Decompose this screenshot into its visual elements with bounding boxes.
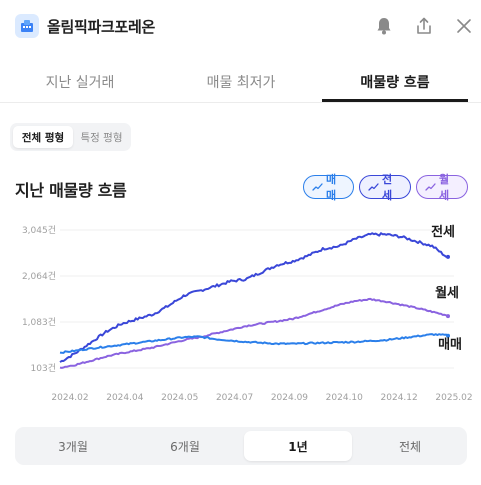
x-tick-label: 2024.05 (161, 393, 198, 403)
page-title: 올림픽파크포레온 (47, 18, 156, 36)
area-filter-all[interactable]: 전체 평형 (13, 126, 73, 148)
chip-monthly-rent[interactable]: 월세 (416, 173, 468, 202)
share-icon[interactable] (413, 15, 435, 37)
period-all[interactable]: 전체 (398, 439, 422, 454)
tab-listing-volume[interactable]: 매물량 흐름 (360, 75, 430, 91)
x-tick-label: 2024.09 (271, 393, 308, 403)
listing-volume-chart: 3,045건 2,064건 1,083건 103건 2024.02 2024.04 2024… (0, 215, 481, 410)
x-tick-label: 2025.02 (435, 393, 472, 403)
chip-jeonse[interactable]: 전세 (359, 173, 411, 202)
y-tick-label: 1,083건 (22, 317, 56, 328)
y-tick-label: 103건 (31, 363, 56, 374)
active-tab-indicator (322, 99, 468, 102)
period-6-months[interactable]: 6개월 (170, 439, 200, 454)
x-tick-label: 2024.10 (326, 393, 363, 403)
tab-lowest-listing[interactable]: 매물 최저가 (206, 75, 276, 91)
period-3-months[interactable]: 3개월 (58, 439, 88, 454)
y-tick-label: 2,064건 (22, 271, 56, 282)
tab-past-transactions[interactable]: 지난 실거래 (45, 75, 115, 91)
series-end-point (446, 314, 450, 319)
close-icon[interactable] (453, 15, 475, 37)
x-tick-label: 2024.12 (381, 393, 418, 403)
app-header: 올림픽파크포레온 (0, 0, 481, 54)
building-icon (15, 14, 39, 38)
tab-bar: 지난 실거래 매물 최저가 매물량 흐름 (0, 62, 481, 103)
trend-icon (312, 183, 323, 191)
bell-icon[interactable] (373, 15, 395, 37)
series-line (59, 232, 449, 363)
series-line (59, 333, 449, 354)
area-filter: 전체 평형 특정 평형 (10, 123, 131, 151)
trend-icon (368, 183, 379, 191)
chip-label: 월세 (439, 173, 450, 202)
chip-sale[interactable]: 매매 (303, 173, 354, 202)
series-end-point (446, 254, 450, 259)
period-1-year[interactable]: 1년 (244, 431, 352, 461)
y-tick-label: 3,045건 (22, 225, 56, 236)
period-selector: 3개월 6개월 1년 전체 (15, 427, 467, 465)
x-tick-label: 2024.07 (216, 393, 253, 403)
area-filter-specific[interactable]: 특정 평형 (80, 131, 123, 144)
series-label: 매매 (438, 338, 462, 353)
chart-svg: 3,045건 2,064건 1,083건 103건 2024.02 2024.04 2024… (22, 224, 473, 403)
section-title: 지난 매물량 흐름 (15, 181, 127, 200)
series-label: 월세 (435, 285, 459, 301)
chip-label: 매매 (326, 173, 337, 202)
chip-label: 전세 (382, 173, 393, 202)
series-label: 전세 (431, 224, 455, 240)
series-line (59, 297, 449, 369)
x-tick-label: 2024.02 (51, 393, 88, 403)
series-end-point (446, 333, 450, 338)
x-tick-label: 2024.04 (106, 393, 143, 403)
trend-icon (425, 183, 436, 191)
